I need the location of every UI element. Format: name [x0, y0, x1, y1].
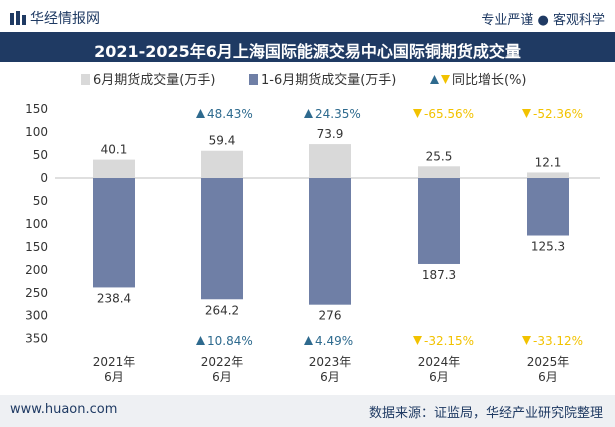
- x-category-label-4-year: 2024年: [418, 355, 461, 369]
- footer: www.huaon.com 数据来源：证监局，华经产业研究院整理: [0, 395, 615, 427]
- top-bar: 华经情报网 专业严谨 ● 客观科学: [0, 0, 615, 32]
- june-bar-5: [527, 172, 569, 178]
- y-tick-label: 300: [25, 309, 48, 323]
- growth-cumulative-4-down-triangle: [413, 336, 422, 345]
- x-category-label-2-month: 6月: [212, 370, 232, 384]
- cumulative-bar-4: [418, 178, 460, 264]
- brand: 华经情报网: [10, 8, 100, 28]
- growth-cumulative-5-label: -33.12%: [533, 334, 583, 348]
- x-category-label-3-year: 2023年: [309, 355, 352, 369]
- x-category-label-3-month: 6月: [320, 370, 340, 384]
- growth-june-4-down-triangle: [413, 109, 422, 118]
- y-tick-label: 250: [25, 286, 48, 300]
- june-bar-2: [201, 150, 243, 178]
- growth-cumulative-2-label: 10.84%: [207, 334, 253, 348]
- cumulative-value-label-4: 187.3: [422, 268, 456, 282]
- y-tick-label: 100: [25, 125, 48, 139]
- legend-down-triangle: [441, 75, 450, 84]
- june-value-label-1: 40.1: [101, 143, 128, 157]
- y-tick-label: 50: [33, 194, 48, 208]
- chart-area: 6月期货成交量(万手) 1-6月期货成交量(万手) 同比增长(%) 150 100 50 0…: [25, 72, 600, 384]
- legend-swatch-2: [249, 74, 258, 85]
- brand-logo-icon: [10, 11, 26, 25]
- legend-label-1: 6月期货成交量(万手): [93, 72, 215, 88]
- growth-june-5-down-triangle: [522, 109, 531, 118]
- title-bar: 2021-2025年6月上海国际能源交易中心国际铜期货成交量: [0, 32, 615, 62]
- cumulative-bar-5: [527, 178, 569, 236]
- brand-name: 华经情报网: [30, 11, 100, 27]
- cumulative-value-label-5: 125.3: [531, 240, 565, 254]
- growth-cumulative-2-up-triangle: [196, 336, 205, 345]
- growth-cumulative-3-up-triangle: [304, 336, 313, 345]
- chart-title: 2021-2025年6月上海国际能源交易中心国际铜期货成交量: [94, 42, 521, 61]
- june-bar-1: [93, 159, 135, 178]
- june-bar-3: [309, 144, 351, 178]
- y-tick-label: 150: [25, 102, 48, 116]
- y-tick-label: 0: [40, 171, 48, 185]
- legend-swatch-1: [81, 74, 90, 85]
- june-value-label-4: 25.5: [426, 149, 453, 163]
- june-value-label-5: 12.1: [535, 155, 562, 169]
- slogan: 专业严谨 ● 客观科学: [481, 13, 605, 28]
- cumulative-bar-2: [201, 178, 243, 300]
- x-category-label-5-month: 6月: [538, 370, 558, 384]
- growth-cumulative-4-label: -32.15%: [424, 334, 474, 348]
- x-category-label-2-year: 2022年: [201, 355, 244, 369]
- growth-june-3-up-triangle: [304, 109, 313, 118]
- y-tick-label: 50: [33, 148, 48, 162]
- growth-june-3-label: 24.35%: [315, 107, 361, 121]
- cumulative-value-label-1: 238.4: [97, 291, 131, 305]
- june-value-label-3: 73.9: [317, 127, 344, 141]
- june-bar-4: [418, 166, 460, 178]
- growth-june-2-up-triangle: [196, 109, 205, 118]
- cumulative-bar-3: [309, 178, 351, 305]
- legend-up-triangle: [430, 75, 439, 84]
- cumulative-value-label-2: 264.2: [205, 303, 239, 317]
- june-value-label-2: 59.4: [209, 134, 236, 148]
- y-tick-label: 150: [25, 240, 48, 254]
- y-tick-label: 350: [25, 332, 48, 346]
- growth-cumulative-5-down-triangle: [522, 336, 531, 345]
- cumulative-bar-1: [93, 178, 135, 288]
- growth-june-4-label: -65.56%: [424, 107, 474, 121]
- footer-url: www.huaon.com: [10, 402, 118, 417]
- footer-source: 数据来源：证监局，华经产业研究院整理: [368, 406, 603, 421]
- x-category-label-5-year: 2025年: [527, 355, 570, 369]
- x-category-label-1-month: 6月: [104, 370, 124, 384]
- cumulative-value-label-3: 276: [319, 309, 342, 323]
- growth-cumulative-3-label: 4.49%: [315, 334, 353, 348]
- y-tick-label: 200: [25, 263, 48, 277]
- growth-june-5-label: -52.36%: [533, 107, 583, 121]
- legend-label-3: 同比增长(%): [452, 73, 527, 88]
- x-category-label-4-month: 6月: [429, 370, 449, 384]
- y-tick-label: 100: [25, 217, 48, 231]
- growth-june-2-label: 48.43%: [207, 107, 253, 121]
- x-category-label-1-year: 2021年: [93, 355, 136, 369]
- legend-label-2: 1-6月期货成交量(万手): [261, 72, 396, 88]
